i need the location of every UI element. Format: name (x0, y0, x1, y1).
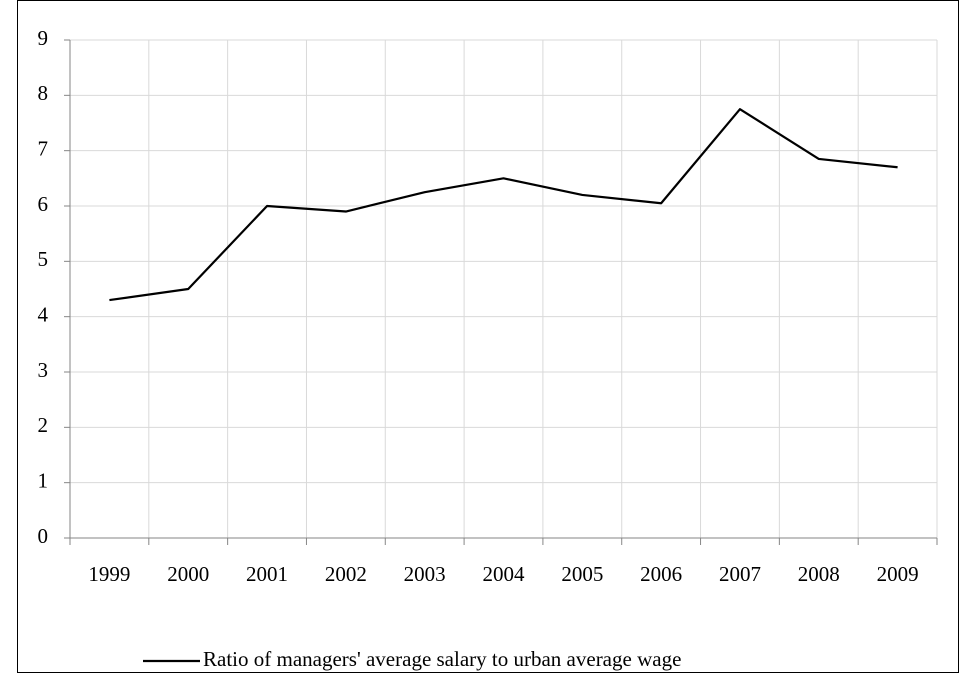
x-tick-label: 2009 (877, 562, 919, 586)
y-tick-label: 0 (38, 524, 49, 548)
legend-label: Ratio of managers' average salary to urb… (203, 647, 681, 671)
x-tick-label: 2003 (404, 562, 446, 586)
x-tick-label: 2004 (483, 562, 526, 586)
x-tick-label: 1999 (88, 562, 130, 586)
y-tick-label: 5 (38, 247, 49, 271)
y-tick-label: 9 (38, 26, 49, 50)
y-tick-label: 4 (38, 302, 49, 326)
x-tick-label: 2002 (325, 562, 367, 586)
x-tick-label: 2001 (246, 562, 288, 586)
x-tick-label: 2000 (167, 562, 209, 586)
y-tick-label: 2 (38, 413, 49, 437)
y-tick-label: 1 (38, 468, 49, 492)
x-tick-label: 2007 (719, 562, 761, 586)
y-tick-label: 3 (38, 358, 49, 382)
y-tick-label: 7 (38, 136, 49, 160)
x-tick-label: 2008 (798, 562, 840, 586)
x-tick-label: 2006 (640, 562, 682, 586)
data-line (109, 108, 898, 302)
x-tick-label: 2005 (561, 562, 603, 586)
y-tick-label: 6 (38, 192, 49, 216)
chart-frame (17, 0, 959, 673)
y-tick-label: 8 (38, 81, 49, 105)
